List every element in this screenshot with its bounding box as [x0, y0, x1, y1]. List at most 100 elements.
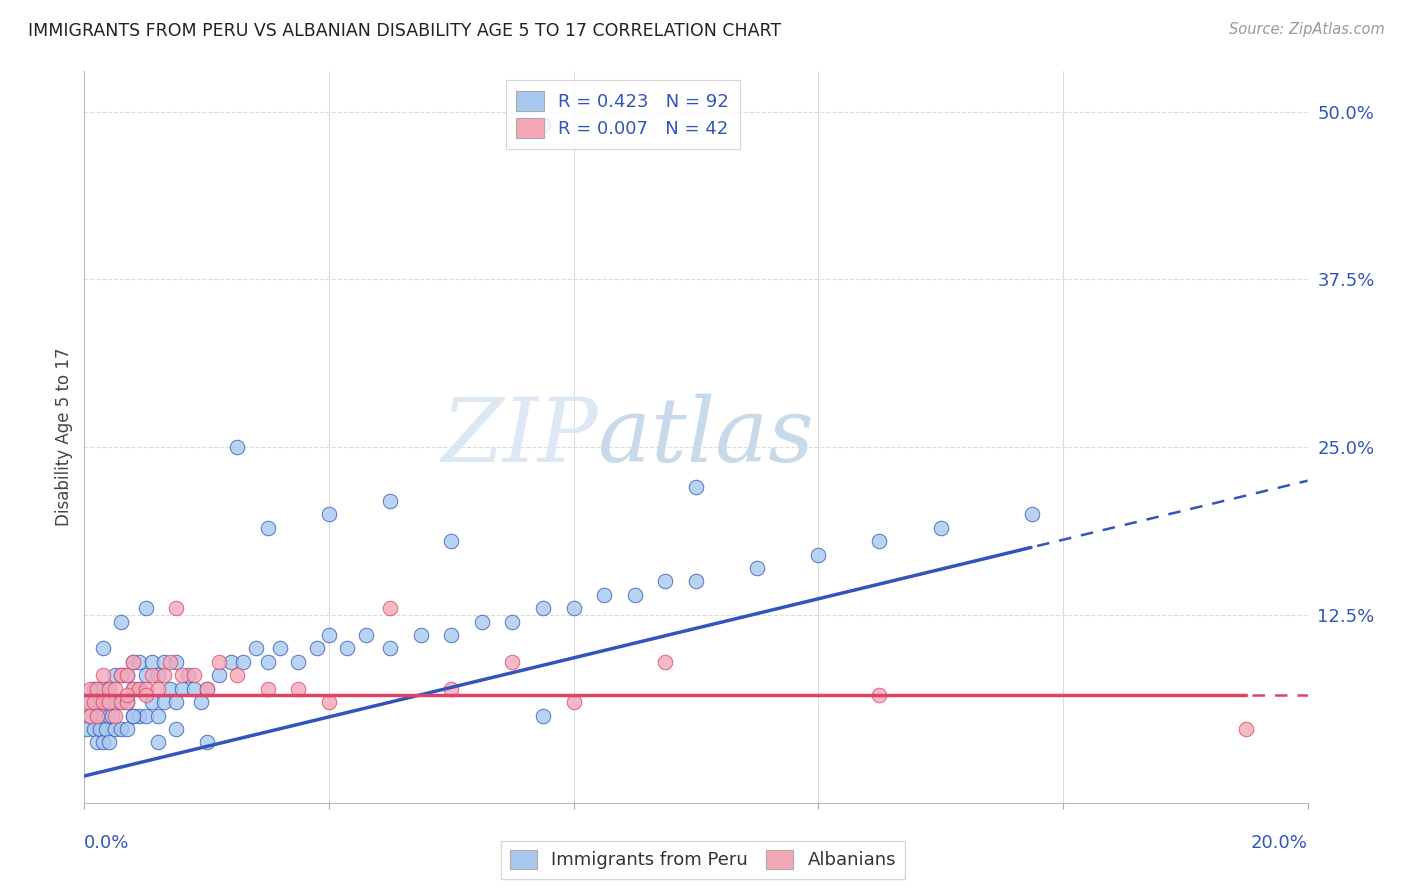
Point	[208, 668, 231, 682]
Legend: Immigrants from Peru, Albanians: Immigrants from Peru, Albanians	[501, 840, 905, 879]
Point	[159, 681, 181, 696]
Point	[807, 548, 830, 562]
Point	[91, 681, 114, 696]
Point	[165, 695, 187, 709]
Point	[83, 695, 105, 709]
Text: Source: ZipAtlas.com: Source: ZipAtlas.com	[1229, 22, 1385, 37]
Point	[86, 708, 108, 723]
Point	[104, 668, 127, 682]
Point	[122, 681, 145, 696]
Point	[91, 668, 114, 682]
Point	[115, 689, 138, 703]
Point	[440, 534, 463, 549]
Point	[318, 695, 340, 709]
Point	[380, 641, 402, 656]
Point	[110, 668, 132, 682]
Point	[104, 681, 127, 696]
Point	[101, 708, 124, 723]
Point	[110, 668, 132, 682]
Point	[1021, 508, 1043, 522]
Point	[115, 695, 138, 709]
Point	[141, 655, 163, 669]
Point	[97, 735, 120, 749]
Point	[165, 655, 187, 669]
Point	[89, 695, 111, 709]
Point	[76, 722, 98, 736]
Point	[257, 521, 280, 535]
Point	[929, 521, 952, 535]
Point	[86, 708, 108, 723]
Point	[79, 708, 101, 723]
Point	[183, 681, 205, 696]
Point	[409, 628, 432, 642]
Point	[153, 668, 176, 682]
Point	[380, 601, 402, 615]
Point	[195, 735, 218, 749]
Point	[531, 601, 554, 615]
Point	[141, 695, 163, 709]
Point	[195, 681, 218, 696]
Point	[287, 681, 309, 696]
Text: atlas: atlas	[598, 393, 814, 481]
Point	[97, 681, 120, 696]
Point	[122, 681, 145, 696]
Point	[177, 668, 200, 682]
Point	[624, 588, 647, 602]
Point	[79, 681, 101, 696]
Point	[97, 695, 120, 709]
Point	[110, 695, 132, 709]
Point	[94, 695, 117, 709]
Point	[110, 722, 132, 736]
Point	[172, 681, 194, 696]
Point	[146, 735, 169, 749]
Point	[104, 695, 127, 709]
Point	[91, 641, 114, 656]
Point	[531, 118, 554, 132]
Point	[232, 655, 254, 669]
Point	[208, 655, 231, 669]
Point	[122, 708, 145, 723]
Point	[531, 708, 554, 723]
Point	[79, 708, 101, 723]
Point	[190, 695, 212, 709]
Point	[165, 601, 187, 615]
Point	[562, 695, 585, 709]
Text: ZIP: ZIP	[441, 393, 598, 481]
Point	[257, 681, 280, 696]
Point	[159, 655, 181, 669]
Point	[502, 655, 524, 669]
Point	[135, 681, 157, 696]
Point	[257, 655, 280, 669]
Point	[593, 588, 616, 602]
Point	[685, 480, 707, 494]
Point	[305, 641, 328, 656]
Point	[380, 493, 402, 508]
Point	[104, 708, 127, 723]
Point	[104, 722, 127, 736]
Point	[502, 615, 524, 629]
Point	[83, 722, 105, 736]
Point	[318, 508, 340, 522]
Point	[269, 641, 291, 656]
Point	[172, 668, 194, 682]
Point	[79, 695, 101, 709]
Point	[76, 695, 98, 709]
Point	[122, 655, 145, 669]
Point	[128, 655, 150, 669]
Point	[654, 574, 676, 589]
Point	[128, 681, 150, 696]
Legend: R = 0.423   N = 92, R = 0.007   N = 42: R = 0.423 N = 92, R = 0.007 N = 42	[506, 80, 740, 149]
Point	[471, 615, 494, 629]
Point	[219, 655, 242, 669]
Point	[183, 668, 205, 682]
Point	[135, 601, 157, 615]
Point	[153, 655, 176, 669]
Point	[195, 681, 218, 696]
Point	[146, 681, 169, 696]
Point	[122, 708, 145, 723]
Point	[141, 668, 163, 682]
Point	[122, 655, 145, 669]
Point	[226, 668, 249, 682]
Point	[86, 681, 108, 696]
Text: 20.0%: 20.0%	[1251, 834, 1308, 852]
